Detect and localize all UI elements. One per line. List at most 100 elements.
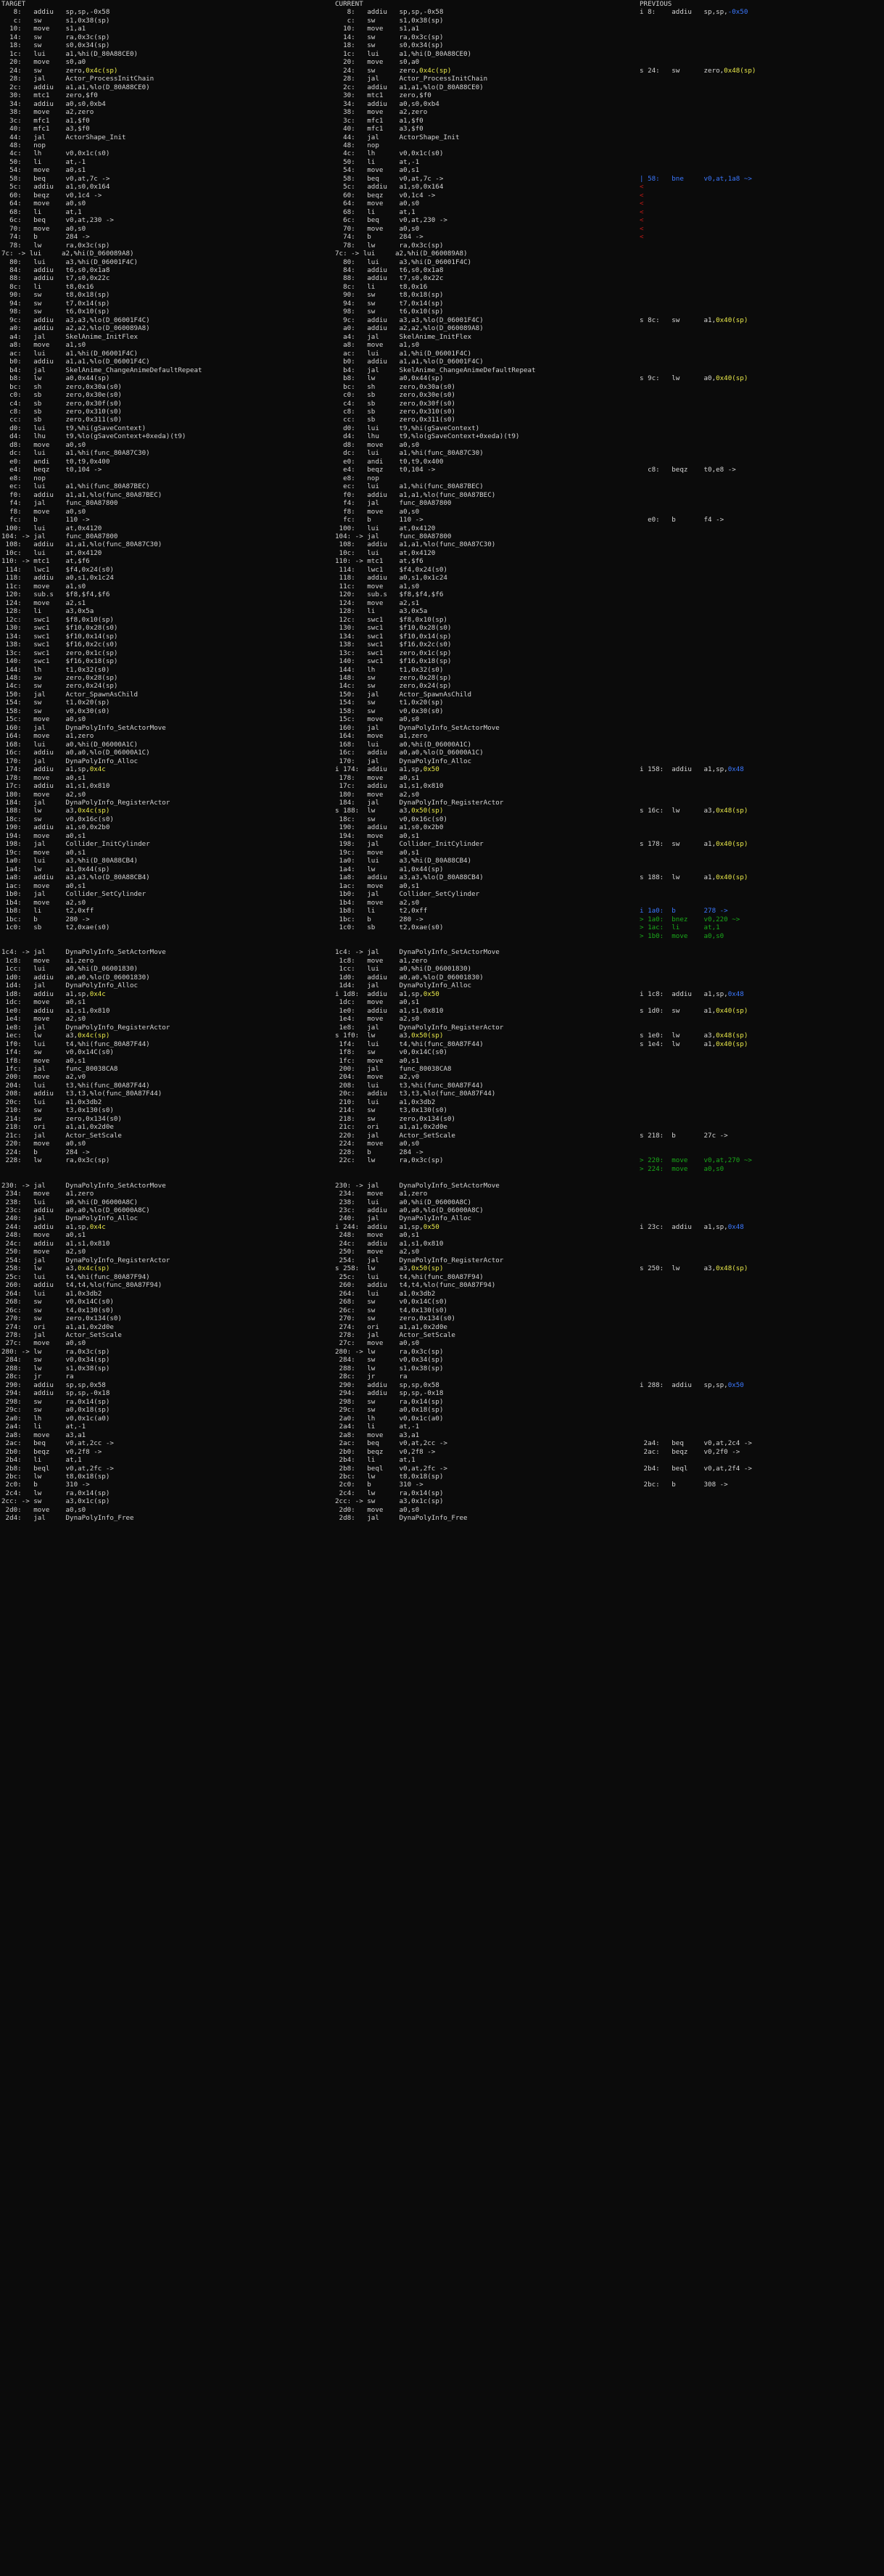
diff-token: c8: beqz t0,e8 -> — [640, 466, 736, 474]
diff-row: 1a0: lui a3,%hi(D_80A88CB4) 1a0: lui a3,… — [0, 857, 884, 865]
diff-row: 204: lui t3,%hi(func_80A87F44) 208: lui … — [0, 1082, 884, 1090]
diff-token: 130: swc1 $f10,0x28(s0) — [1, 624, 118, 633]
diff-token: i 158: addiu a1,sp, — [640, 765, 728, 774]
diff-token: 0x48(sp) — [716, 1032, 748, 1040]
diff-row: dc: lui a1,%hi(func_80A87C30) dc: lui a1… — [0, 449, 884, 457]
diff-token: 2c4: lw ra,0x14(sp) — [335, 1489, 444, 1497]
diff-cell-current: 8: addiu sp,sp,-0x58 — [290, 8, 573, 16]
diff-token: 1f4: lui t4,%hi(func_80A87F44) — [335, 1040, 484, 1048]
diff-cell-previous — [573, 699, 884, 707]
diff-cell-current: 1cc: lui a0,%hi(D_06001830) — [290, 965, 573, 973]
diff-cell-current: 148: sw zero,0x28(sp) — [290, 674, 573, 682]
diff-cell-current: ac: lui a1,%hi(D_06001F4C) — [290, 350, 573, 358]
diff-cell-current: 180: move a2,s0 — [290, 791, 573, 799]
diff-token: 2a0: lh v0,0x1c(a0) — [1, 1414, 110, 1423]
diff-token: 23c: addiu a0,a0,%lo(D_06000A8C) — [1, 1206, 150, 1214]
diff-cell-current: 184: jal DynaPolyInfo_RegisterActor — [290, 799, 573, 807]
diff-row: 18c: sw v0,0x16c(s0) 18c: sw v0,0x16c(s0… — [0, 815, 884, 823]
diff-cell-target: 6c: beq v0,at,230 -> — [0, 216, 290, 224]
diff-cell-target: 18c: sw v0,0x16c(s0) — [0, 815, 290, 823]
diff-token: d4: lhu t9,%lo(gSaveContext+0xeda)(t9) — [1, 432, 186, 441]
diff-token: 0x48 — [727, 765, 744, 774]
diff-token: 23c: addiu a0,a0,%lo(D_06000A8C) — [335, 1206, 484, 1214]
diff-row: 58: beq v0,at,7c -> 58: beq v0,at,7c -> |… — [0, 175, 884, 183]
diff-cell-current: 250: move a2,s0 — [290, 1248, 573, 1256]
diff-token: 138: swc1 $f16,0x2c(s0) — [335, 641, 452, 649]
diff-row: 18: sw s0,0x34(sp) 18: sw s0,0x34(sp) — [0, 41, 884, 49]
diff-row: 2c4: lw ra,0x14(sp) 2c4: lw ra,0x14(sp) — [0, 1489, 884, 1497]
diff-cell-previous — [573, 358, 884, 366]
diff-cell-current: 298: sw ra,0x14(sp) — [290, 1398, 573, 1406]
diff-token: | 58: bne v0,at,1a8 ~> — [640, 174, 752, 183]
diff-token: 284: sw v0,0x34(sp) — [335, 1356, 444, 1365]
diff-token: 1f4: sw v0,0x14C(s0) — [1, 1048, 114, 1057]
diff-cell-current: s 258: lw a3,0x50(sp) — [290, 1264, 573, 1272]
diff-cell-current: 2d8: jal DynaPolyInfo_Free — [290, 1514, 573, 1522]
diff-row: 84: addiu t6,s0,0x1a8 84: addiu t6,s0,0x… — [0, 266, 884, 274]
diff-token: 2b8: beql v0,at,2fc -> — [1, 1464, 114, 1473]
diff-cell-target: 178: move a0,s1 — [0, 774, 290, 782]
diff-cell-previous — [573, 1431, 884, 1439]
diff-row: 64: move a0,s0 64: move a0,s0 < — [0, 199, 884, 207]
diff-cell-current: 3c: mfc1 a1,$f0 — [290, 117, 573, 125]
diff-cell-current: dc: lui a1,%hi(func_80A87C30) — [290, 449, 573, 457]
diff-cell-previous — [573, 166, 884, 174]
diff-token: s 16c: lw a3, — [640, 807, 716, 815]
diff-token: 2c4: lw ra,0x14(sp) — [1, 1489, 110, 1497]
diff-token: cc: sb zero,0x311(s0) — [1, 416, 122, 424]
diff-cell-target: 234: move a1,zero — [0, 1190, 290, 1198]
diff-token: 1c0: sb t2,0xae(s0) — [335, 923, 444, 932]
diff-token: 148: sw zero,0x28(sp) — [335, 673, 452, 682]
diff-token: 2d0: move a0,s0 — [335, 1505, 420, 1514]
diff-cell-current: 1d4: jal DynaPolyInfo_Alloc — [290, 982, 573, 989]
diff-token: 2b4: li at,1 — [1, 1456, 82, 1465]
diff-token: 48: nop — [1, 141, 46, 149]
diff-cell-target: a4: jal SkelAnime_InitFlex — [0, 333, 290, 341]
diff-cell-target: 230: -> jal DynaPolyInfo_SetActorMove — [0, 1182, 290, 1190]
diff-token: 21c: ori a1,a1,0x2d0e — [335, 1123, 447, 1132]
diff-token: 1dc: move a0,s1 — [1, 998, 86, 1007]
diff-cell-target: 184: jal DynaPolyInfo_RegisterActor — [0, 799, 290, 807]
diff-token: 1e0: addiu a1,s1,0x810 — [1, 1006, 110, 1015]
diff-row: 200: move a2,v0 204: move a2,v0 — [0, 1073, 884, 1081]
diff-cell-current: 20: move s0,a0 — [290, 58, 573, 66]
diff-row: 148: sw zero,0x28(sp) 148: sw zero,0x28(… — [0, 674, 884, 682]
diff-row: b0: addiu a1,a1,%lo(D_06001F4C) b0: addi… — [0, 358, 884, 366]
diff-token: 13c: swc1 zero,0x1c(sp) — [335, 649, 452, 657]
diff-cell-previous: s 218: b 27c -> — [573, 1132, 884, 1140]
diff-token: < — [640, 207, 644, 216]
diff-cell-target: 258: lw a3,0x4c(sp) — [0, 1264, 290, 1272]
diff-cell-previous — [573, 341, 884, 349]
diff-token: d8: move a0,s0 — [335, 440, 420, 449]
diff-row: 190: addiu a1,s0,0x2b0 190: addiu a1,s0,… — [0, 823, 884, 831]
diff-cell-previous — [573, 782, 884, 790]
diff-token: 44: jal ActorShape_Init — [1, 133, 126, 141]
diff-cell-current: 23c: addiu a0,a0,%lo(D_06000A8C) — [290, 1206, 573, 1214]
diff-cell-target: 1e0: addiu a1,s1,0x810 — [0, 1007, 290, 1015]
diff-token: 158: sw v0,0x30(s0) — [335, 707, 444, 715]
diff-cell-previous — [573, 1256, 884, 1264]
diff-token: 15c: move a0,s0 — [1, 715, 86, 724]
diff-cell-current: fc: b 110 -> — [290, 516, 573, 524]
diff-token: 1a0: lui a3,%hi(D_80A88CB4) — [335, 857, 472, 865]
diff-cell-previous — [573, 1506, 884, 1514]
diff-row: 274: ori a1,a1,0x2d0e 274: ori a1,a1,0x2… — [0, 1323, 884, 1331]
diff-cell-current: f8: move a0,s0 — [290, 508, 573, 516]
diff-cell-target: 1e8: jal DynaPolyInfo_RegisterActor — [0, 1024, 290, 1032]
diff-row: 210: sw t3,0x130(s0) 214: sw t3,0x130(s0… — [0, 1106, 884, 1114]
diff-cell-target: e8: nop — [0, 474, 290, 482]
diff-token: 100: lui at,0x4120 — [335, 524, 436, 532]
diff-token: 168: lui a0,%hi(D_06000A1C) — [1, 740, 139, 749]
diff-row: 1b4: move a2,s0 1b4: move a2,s0 — [0, 899, 884, 907]
diff-token: 1a4: lw a1,0x44(sp) — [1, 865, 110, 873]
diff-row: 16c: addiu a0,a0,%lo(D_06000A1C) 16c: ad… — [0, 749, 884, 757]
diff-row: c: sw s1,0x38(sp) c: sw s1,0x38(sp) — [0, 17, 884, 25]
diff-cell-target: ec: lui a1,%hi(func_80A87BEC) — [0, 482, 290, 490]
diff-token: 204: lui t3,%hi(func_80A87F44) — [1, 1081, 150, 1090]
diff-cell-previous: < — [573, 233, 884, 241]
diff-row: 224: b 284 -> 228: b 284 -> — [0, 1148, 884, 1156]
diff-cell-previous — [573, 524, 884, 532]
diff-row: 2a4: li at,-1 2a4: li at,-1 — [0, 1423, 884, 1431]
diff-cell-target: 2c4: lw ra,0x14(sp) — [0, 1489, 290, 1497]
diff-token: 128: li a3,0x5a — [1, 607, 94, 616]
